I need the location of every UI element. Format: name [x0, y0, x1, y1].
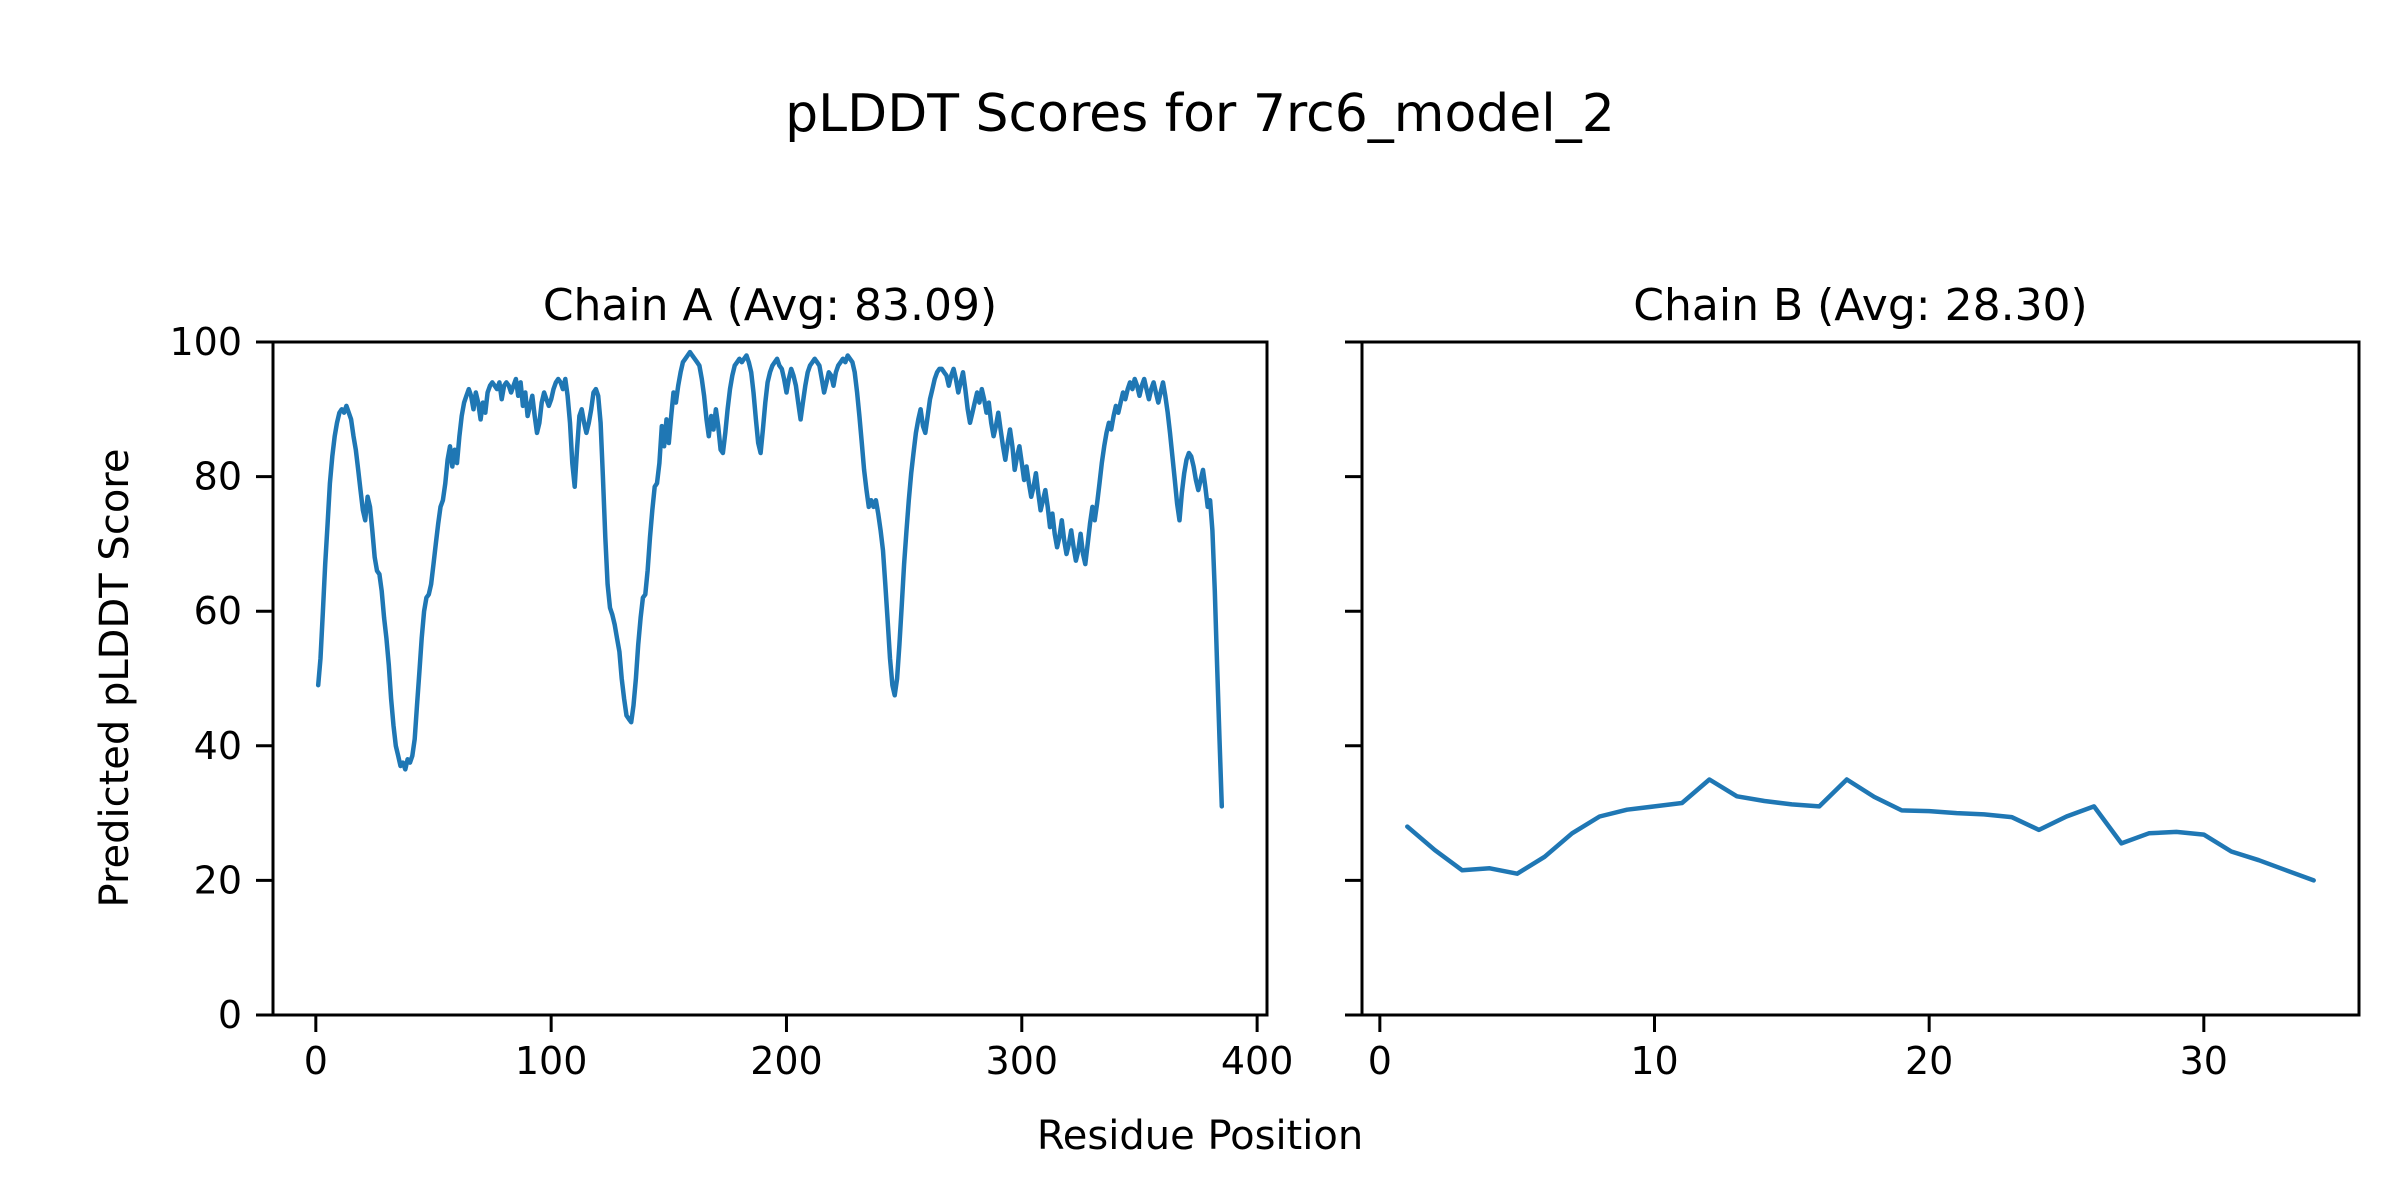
chain-a-plddt-line: [315, 349, 1225, 809]
chain-b-chart: 0 10 20 30: [1345, 340, 2361, 1083]
x-tick-label: 0: [1368, 1039, 1392, 1083]
y-tick-label: 20: [194, 858, 242, 902]
chain-a-title: Chain A (Avg: 83.09): [542, 280, 998, 331]
x-tick-label: 30: [2180, 1039, 2228, 1083]
plot-border: [1360, 340, 2361, 1017]
x-tick-label: 400: [1221, 1039, 1294, 1083]
chain-b-title: Chain B (Avg: 28.30): [1633, 280, 2088, 331]
x-tick-label: 0: [304, 1039, 328, 1083]
y-tick-label: 60: [194, 589, 242, 633]
y-axis-label: Predicted pLDDT Score: [92, 448, 138, 908]
chain-a-chart: 0 100 200 300 400 0 20 40 60 80 100: [169, 320, 1293, 1083]
y-tick-label: 0: [218, 993, 242, 1037]
x-tick-label: 20: [1905, 1039, 1953, 1083]
x-tick-label: 200: [750, 1039, 823, 1083]
x-tick-label: 300: [986, 1039, 1059, 1083]
x-tick-label: 10: [1630, 1039, 1678, 1083]
y-tick-label: 40: [194, 724, 242, 768]
x-axis-label: Residue Position: [1036, 1113, 1364, 1159]
y-tick-label: 100: [169, 320, 242, 364]
chain-b-plddt-line: [1405, 777, 2316, 883]
figure-title: pLDDT Scores for 7rc6_model_2: [785, 84, 1615, 144]
plot-border: [271, 340, 1269, 1017]
y-tick-label: 80: [194, 455, 242, 499]
x-tick-label: 100: [515, 1039, 588, 1083]
